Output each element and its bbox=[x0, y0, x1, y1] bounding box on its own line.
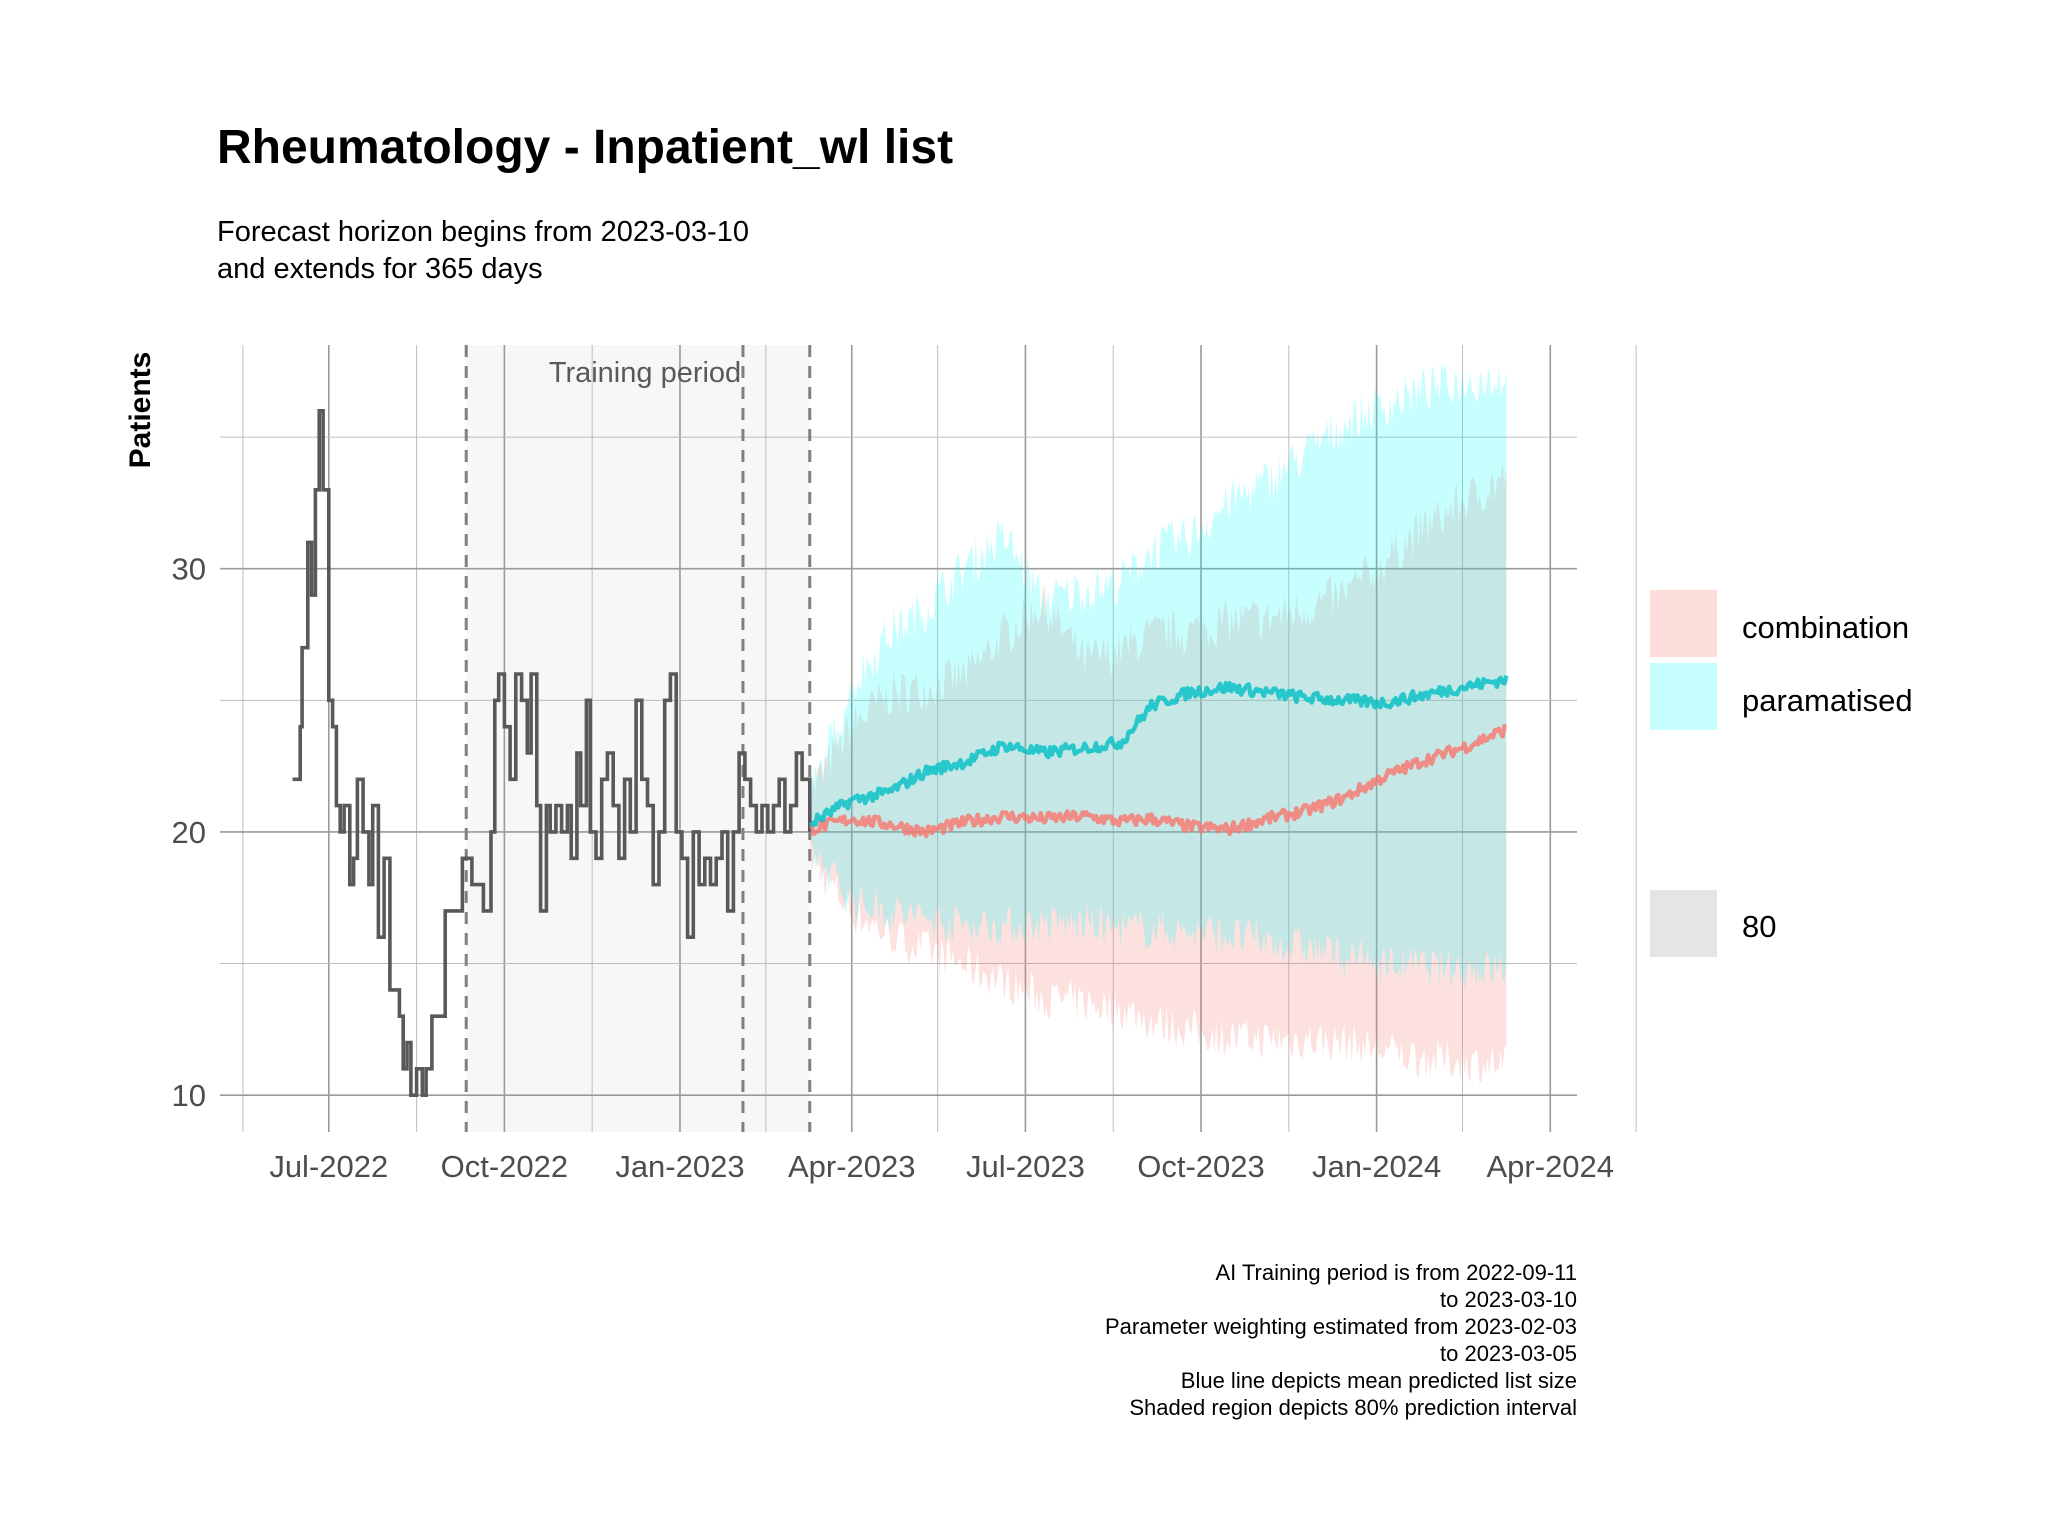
training-period-rect bbox=[466, 345, 810, 1132]
caption-line-4: to 2023-03-05 bbox=[1440, 1341, 1577, 1366]
grid-lines bbox=[220, 345, 1637, 1132]
chart-caption: AI Training period is from 2022-09-11 to… bbox=[1105, 1260, 1577, 1420]
training-period-annotation: Training period bbox=[549, 357, 741, 389]
prediction-interval-bands bbox=[809, 363, 1507, 1084]
chart-title: Rheumatology - Inpatient_wl list bbox=[217, 121, 953, 174]
legend-key-interval-80 bbox=[1650, 890, 1717, 957]
caption-line-3: Parameter weighting estimated from 2023-… bbox=[1105, 1314, 1577, 1339]
legend-key-combination bbox=[1650, 590, 1717, 657]
caption-line-5: Blue line depicts mean predicted list si… bbox=[1181, 1368, 1577, 1393]
history-line bbox=[292, 409, 812, 1097]
interval-band-paramatised bbox=[809, 363, 1507, 989]
y-tick-label: 10 bbox=[172, 1078, 206, 1113]
training-period-shade bbox=[466, 345, 810, 1132]
x-tick-label: Apr-2024 bbox=[1487, 1149, 1615, 1184]
x-tick-label: Apr-2023 bbox=[788, 1149, 916, 1184]
x-tick-label: Jul-2022 bbox=[269, 1149, 388, 1184]
legend-label-combination: combination bbox=[1742, 610, 1909, 645]
period-marker-lines bbox=[464, 345, 812, 1132]
legend-label-paramatised: paramatised bbox=[1742, 683, 1913, 718]
y-tick-label: 20 bbox=[172, 815, 206, 850]
x-tick-label: Oct-2023 bbox=[1137, 1149, 1265, 1184]
y-axis-title: Patients bbox=[124, 352, 157, 469]
chart-subtitle-line-1: Forecast horizon begins from 2023-03-10 bbox=[217, 216, 749, 248]
x-tick-label: Jul-2023 bbox=[966, 1149, 1085, 1184]
legend-label-interval-80: 80 bbox=[1742, 909, 1776, 944]
legend-key-paramatised bbox=[1650, 663, 1717, 730]
forecast-line-combination bbox=[809, 723, 1507, 839]
x-tick-label: Jan-2023 bbox=[615, 1149, 744, 1184]
caption-line-2: to 2023-03-10 bbox=[1440, 1287, 1577, 1312]
caption-line-6: Shaded region depicts 80% prediction int… bbox=[1129, 1395, 1577, 1420]
chart-subtitle-line-2: and extends for 365 days bbox=[217, 253, 543, 285]
y-tick-labels: 10 20 30 bbox=[172, 552, 206, 1113]
legend: combination paramatised 80 bbox=[1650, 590, 1913, 957]
x-tick-label: Oct-2022 bbox=[441, 1149, 569, 1184]
y-tick-label: 30 bbox=[172, 552, 206, 587]
series-lines bbox=[292, 409, 1509, 1097]
x-tick-label: Jan-2024 bbox=[1312, 1149, 1441, 1184]
x-tick-labels: Jul-2022 Oct-2022 Jan-2023 Apr-2023 Jul-2023… bbox=[269, 1149, 1614, 1184]
interval-band-combination bbox=[809, 462, 1507, 1084]
forecast-line-paramatised bbox=[808, 675, 1509, 828]
caption-line-1: AI Training period is from 2022-09-11 bbox=[1215, 1260, 1577, 1285]
